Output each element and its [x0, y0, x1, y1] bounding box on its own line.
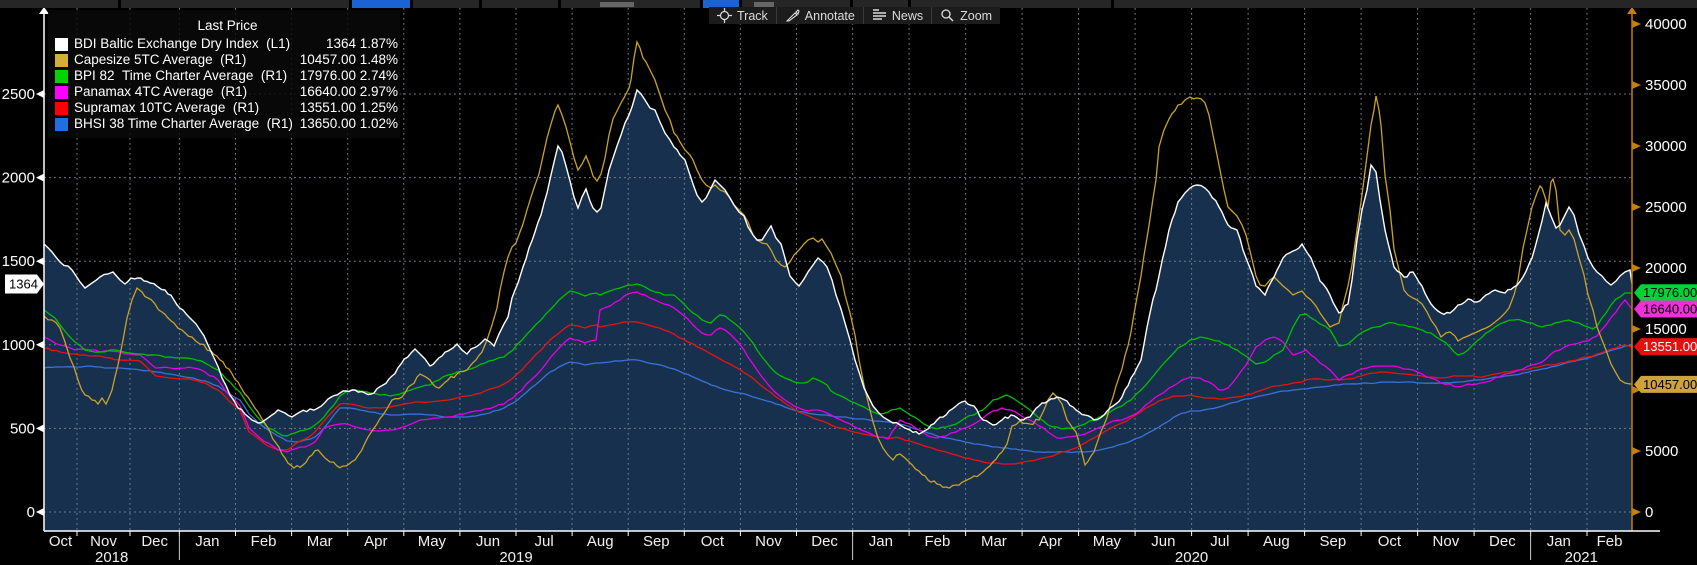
svg-text:5000: 5000	[1645, 443, 1678, 460]
svg-text:1000: 1000	[2, 337, 35, 354]
svg-text:500: 500	[10, 420, 35, 437]
svg-text:Sep: Sep	[1320, 533, 1347, 550]
svg-text:Jun: Jun	[476, 533, 500, 550]
svg-text:0: 0	[1645, 504, 1653, 521]
svg-text:Oct: Oct	[701, 533, 725, 550]
svg-text:Nov: Nov	[755, 533, 782, 550]
svg-text:30000: 30000	[1645, 138, 1687, 155]
svg-text:Oct: Oct	[49, 533, 73, 550]
svg-text:Mar: Mar	[307, 533, 333, 550]
svg-text:2020: 2020	[1175, 549, 1208, 565]
svg-text:Feb: Feb	[1597, 533, 1623, 550]
svg-text:2019: 2019	[499, 549, 532, 565]
svg-text:17976.00: 17976.00	[1643, 285, 1697, 300]
svg-text:Jul: Jul	[1210, 533, 1229, 550]
svg-text:40000: 40000	[1645, 16, 1687, 33]
svg-text:10457.00: 10457.00	[1643, 377, 1697, 392]
svg-text:13551.00: 13551.00	[1643, 339, 1697, 354]
svg-text:15000: 15000	[1645, 321, 1687, 338]
svg-text:Dec: Dec	[141, 533, 168, 550]
svg-text:Mar: Mar	[981, 533, 1007, 550]
svg-text:1364: 1364	[9, 277, 38, 292]
svg-text:2018: 2018	[95, 549, 128, 565]
svg-text:Dec: Dec	[1489, 533, 1516, 550]
svg-text:Oct: Oct	[1378, 533, 1402, 550]
svg-text:Sep: Sep	[643, 533, 670, 550]
svg-text:1500: 1500	[2, 253, 35, 270]
svg-text:Apr: Apr	[364, 533, 387, 550]
svg-text:Aug: Aug	[587, 533, 614, 550]
svg-text:Feb: Feb	[251, 533, 277, 550]
svg-text:20000: 20000	[1645, 260, 1687, 277]
svg-text:Aug: Aug	[1263, 533, 1290, 550]
svg-text:Apr: Apr	[1039, 533, 1062, 550]
svg-text:Jan: Jan	[195, 533, 219, 550]
svg-text:25000: 25000	[1645, 199, 1687, 216]
svg-text:16640.00: 16640.00	[1643, 302, 1697, 317]
svg-text:Nov: Nov	[1433, 533, 1460, 550]
svg-text:2021: 2021	[1565, 549, 1598, 565]
svg-text:0: 0	[27, 504, 35, 521]
svg-text:Dec: Dec	[811, 533, 838, 550]
svg-text:May: May	[1093, 533, 1122, 550]
svg-text:2500: 2500	[2, 86, 35, 103]
svg-text:Jan: Jan	[869, 533, 893, 550]
svg-text:Jun: Jun	[1151, 533, 1175, 550]
svg-text:2000: 2000	[2, 170, 35, 187]
svg-text:Nov: Nov	[90, 533, 117, 550]
svg-text:35000: 35000	[1645, 77, 1687, 94]
svg-text:Jul: Jul	[535, 533, 554, 550]
svg-text:Jan: Jan	[1547, 533, 1571, 550]
svg-text:Feb: Feb	[924, 533, 950, 550]
svg-text:May: May	[418, 533, 447, 550]
